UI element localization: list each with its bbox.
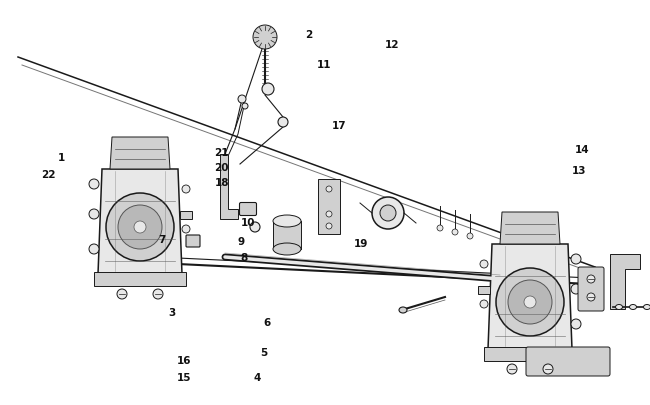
Circle shape: [238, 96, 246, 104]
Text: 8: 8: [240, 252, 248, 262]
Circle shape: [242, 104, 248, 110]
Circle shape: [524, 296, 536, 308]
Text: 13: 13: [572, 165, 586, 175]
Circle shape: [437, 226, 443, 231]
Text: 22: 22: [41, 169, 55, 179]
Circle shape: [106, 194, 174, 261]
Circle shape: [480, 300, 488, 308]
Circle shape: [372, 198, 404, 230]
Bar: [478, 286, 490, 294]
Text: 9: 9: [237, 236, 244, 246]
Text: 15: 15: [177, 372, 192, 382]
Text: 16: 16: [177, 356, 192, 365]
Polygon shape: [273, 222, 301, 249]
Circle shape: [278, 118, 288, 128]
Text: 20: 20: [214, 163, 229, 173]
FancyBboxPatch shape: [578, 267, 604, 311]
Polygon shape: [500, 213, 560, 244]
Circle shape: [89, 244, 99, 254]
Circle shape: [543, 364, 553, 374]
Circle shape: [326, 211, 332, 217]
Circle shape: [508, 280, 552, 324]
Circle shape: [496, 269, 564, 336]
Text: 10: 10: [240, 218, 255, 228]
Polygon shape: [488, 244, 572, 349]
Circle shape: [118, 205, 162, 249]
Circle shape: [452, 230, 458, 235]
Polygon shape: [110, 138, 170, 170]
Ellipse shape: [399, 307, 407, 313]
Text: 7: 7: [159, 234, 166, 244]
Circle shape: [253, 26, 277, 50]
FancyBboxPatch shape: [526, 347, 610, 376]
Text: 6: 6: [263, 317, 270, 327]
Text: 5: 5: [260, 347, 267, 357]
Text: 4: 4: [254, 372, 261, 382]
Bar: [180, 211, 192, 220]
Ellipse shape: [273, 215, 301, 228]
Text: 14: 14: [575, 145, 590, 155]
Circle shape: [262, 84, 274, 96]
Circle shape: [89, 179, 99, 190]
Circle shape: [182, 185, 190, 194]
Text: 3: 3: [168, 307, 176, 317]
Polygon shape: [318, 179, 340, 234]
Text: 21: 21: [214, 148, 229, 158]
Circle shape: [117, 289, 127, 299]
FancyBboxPatch shape: [239, 203, 257, 216]
Circle shape: [571, 319, 581, 329]
Circle shape: [250, 222, 260, 232]
Circle shape: [182, 226, 190, 233]
Circle shape: [571, 254, 581, 264]
Ellipse shape: [616, 305, 623, 310]
Circle shape: [380, 205, 396, 222]
Text: 1: 1: [58, 153, 65, 163]
Polygon shape: [98, 170, 182, 274]
Circle shape: [507, 364, 517, 374]
Circle shape: [587, 293, 595, 301]
Circle shape: [89, 209, 99, 220]
Circle shape: [467, 233, 473, 239]
Circle shape: [326, 224, 332, 230]
Circle shape: [326, 187, 332, 192]
FancyBboxPatch shape: [186, 235, 200, 247]
Text: 19: 19: [354, 238, 369, 248]
Polygon shape: [220, 155, 238, 220]
Ellipse shape: [273, 243, 301, 256]
Ellipse shape: [644, 305, 650, 310]
Ellipse shape: [629, 305, 636, 310]
Circle shape: [587, 275, 595, 284]
Text: 18: 18: [214, 177, 229, 187]
Polygon shape: [610, 254, 640, 309]
Circle shape: [134, 222, 146, 233]
Text: 2: 2: [305, 30, 312, 39]
Circle shape: [571, 284, 581, 294]
Text: 17: 17: [332, 121, 346, 130]
Circle shape: [153, 289, 163, 299]
Text: 12: 12: [385, 40, 400, 49]
Circle shape: [480, 260, 488, 269]
Bar: [484, 347, 576, 361]
Bar: [94, 272, 186, 286]
Text: 11: 11: [317, 60, 332, 70]
